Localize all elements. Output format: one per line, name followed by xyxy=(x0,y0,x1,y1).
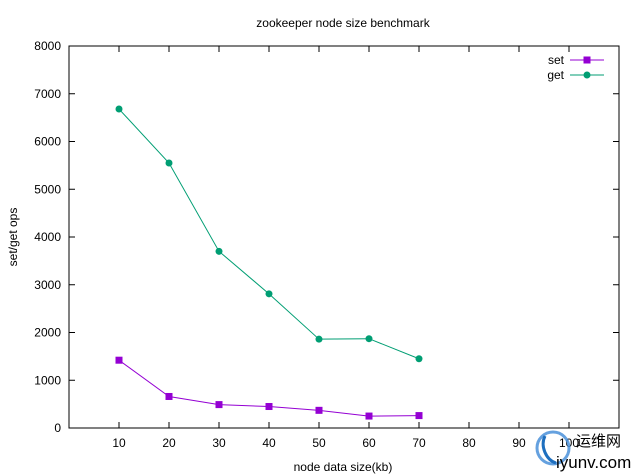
x-tick-label: 50 xyxy=(312,436,326,450)
x-axis-label: node data size(kb) xyxy=(294,460,393,474)
legend-marker-set xyxy=(583,56,591,64)
y-tick-label: 1000 xyxy=(34,373,61,387)
x-tick-label: 70 xyxy=(412,436,426,450)
y-tick-label: 6000 xyxy=(34,135,61,149)
data-point-get xyxy=(415,355,423,363)
series-get xyxy=(115,105,423,363)
watermark: 运维网 iyunv.com xyxy=(535,430,631,472)
data-point-set xyxy=(265,403,273,411)
watermark-url: iyunv.com xyxy=(556,453,631,472)
data-point-set xyxy=(115,356,123,364)
x-tick-label: 40 xyxy=(262,436,276,450)
y-tick-label: 8000 xyxy=(34,39,61,53)
y-tick-label: 0 xyxy=(54,421,61,435)
x-tick-label: 20 xyxy=(162,436,176,450)
data-point-set xyxy=(415,412,423,420)
watermark-logo-icon xyxy=(535,430,571,466)
y-tick-label: 4000 xyxy=(34,230,61,244)
x-tick-label: 60 xyxy=(362,436,376,450)
legend-label-get: get xyxy=(547,68,564,82)
chart-title: zookeeper node size benchmark xyxy=(256,16,430,30)
y-tick-label: 2000 xyxy=(34,326,61,340)
y-tick-label: 3000 xyxy=(34,278,61,292)
series-set xyxy=(115,356,423,420)
x-tick-label: 30 xyxy=(212,436,226,450)
x-tick-label: 10 xyxy=(112,436,126,450)
watermark-brand: 运维网 xyxy=(576,433,621,450)
data-point-set xyxy=(215,401,223,409)
data-point-get xyxy=(115,105,123,113)
data-point-get xyxy=(365,335,373,343)
data-point-get xyxy=(315,335,323,343)
data-point-get xyxy=(165,159,173,167)
data-point-set xyxy=(365,412,373,420)
y-axis: 0 1000 2000 3000 4000 5000 6000 7000 8000 xyxy=(34,39,619,435)
x-tick-label: 80 xyxy=(462,436,476,450)
y-tick-label: 5000 xyxy=(34,182,61,196)
data-point-set xyxy=(315,406,323,414)
data-point-get xyxy=(265,290,273,298)
legend-marker-get xyxy=(583,71,591,79)
data-point-get xyxy=(215,247,223,255)
legend-label-set: set xyxy=(548,53,565,67)
y-axis-label: set/get ops xyxy=(6,208,20,267)
series-layer xyxy=(115,105,423,420)
y-tick-label: 7000 xyxy=(34,87,61,101)
data-point-set xyxy=(165,392,173,400)
x-tick-label: 90 xyxy=(512,436,526,450)
